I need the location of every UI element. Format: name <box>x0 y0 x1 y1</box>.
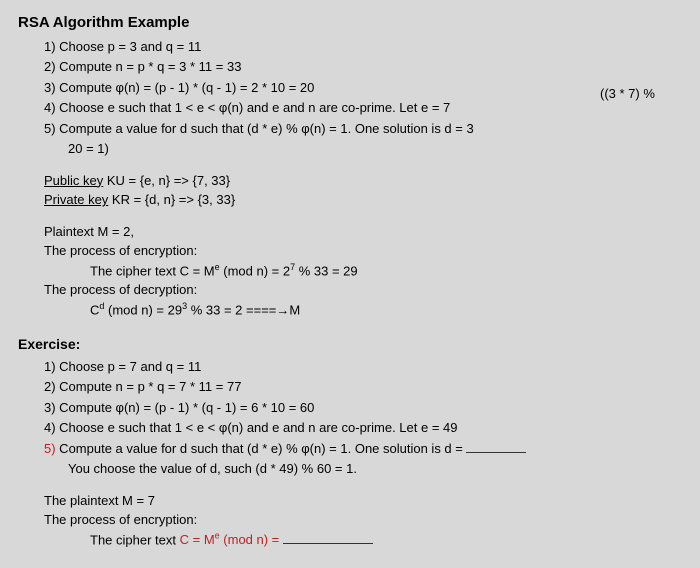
cipher-c: % 33 = 29 <box>295 263 358 278</box>
ex-plaintext-line: The plaintext M = 7 <box>18 491 682 511</box>
step-1: 1) Choose p = 3 and q = 11 <box>44 37 682 57</box>
decryption-label: The process of decryption: <box>18 280 682 300</box>
side-note: ((3 * 7) % <box>600 84 655 104</box>
ex-cipher-text-line: The cipher text C = Me (mod n) = <box>18 530 682 550</box>
ex-step-1: 1) Choose p = 7 and q = 11 <box>44 357 682 377</box>
ex-step-5: 5) Compute a value for d such that (d * … <box>44 439 682 459</box>
example-title: RSA Algorithm Example <box>18 12 682 35</box>
ex-cipher-red-a: C = M <box>180 532 215 547</box>
cipher-text-line: The cipher text C = Me (mod n) = 27 % 33… <box>18 261 682 281</box>
ex-cipher-red: C = Me (mod n) = <box>180 532 283 547</box>
plaintext-line: Plaintext M = 2, <box>18 222 682 242</box>
dec-c: % 33 = 2 ====→M <box>187 302 300 317</box>
step-5: 5) Compute a value for d such that (d * … <box>44 119 682 139</box>
step-2: 2) Compute n = p * q = 3 * 11 = 33 <box>44 57 682 77</box>
blank-d <box>466 441 526 453</box>
cipher-b: (mod n) = 2 <box>220 263 290 278</box>
cipher-a: The cipher text C = M <box>90 263 215 278</box>
step-3: 3) Compute φ(n) = (p - 1) * (q - 1) = 2 … <box>44 78 682 98</box>
ex-step-5-text: Compute a value for d such that (d * e) … <box>56 441 467 456</box>
dec-a: C <box>90 302 99 317</box>
encryption-label: The process of encryption: <box>18 241 682 261</box>
private-key-value: KR = {d, n} => {3, 33} <box>108 192 235 207</box>
ex-step-2: 2) Compute n = p * q = 7 * 11 = 77 <box>44 377 682 397</box>
exercise-steps: 1) Choose p = 7 and q = 11 2) Compute n … <box>18 357 682 479</box>
exercise-title: Exercise: <box>18 334 682 355</box>
private-key-label: Private key <box>44 192 108 207</box>
private-key-line: Private key KR = {d, n} => {3, 33} <box>18 190 682 210</box>
step-4: 4) Choose e such that 1 < e < φ(n) and e… <box>44 98 682 118</box>
ex-cipher-a: The cipher text <box>90 532 180 547</box>
public-key-value: KU = {e, n} => {7, 33} <box>103 173 230 188</box>
ex-step-3: 3) Compute φ(n) = (p - 1) * (q - 1) = 6 … <box>44 398 682 418</box>
ex-cipher-red-b: (mod n) = <box>220 532 283 547</box>
decryption-line: Cd (mod n) = 293 % 33 = 2 ====→M <box>18 300 682 320</box>
step-5-cont: 20 = 1) <box>44 139 682 159</box>
example-steps: 1) Choose p = 3 and q = 11 2) Compute n … <box>18 37 682 159</box>
ex-step-5-num: 5) <box>44 441 56 456</box>
ex-step-5-cont: You choose the value of d, such (d * 49)… <box>44 459 682 479</box>
public-key-line: Public key KU = {e, n} => {7, 33} <box>18 171 682 191</box>
ex-step-4: 4) Choose e such that 1 < e < φ(n) and e… <box>44 418 682 438</box>
ex-encryption-label: The process of encryption: <box>18 510 682 530</box>
public-key-label: Public key <box>44 173 103 188</box>
blank-cipher <box>283 532 373 544</box>
dec-b: (mod n) = 29 <box>104 302 182 317</box>
